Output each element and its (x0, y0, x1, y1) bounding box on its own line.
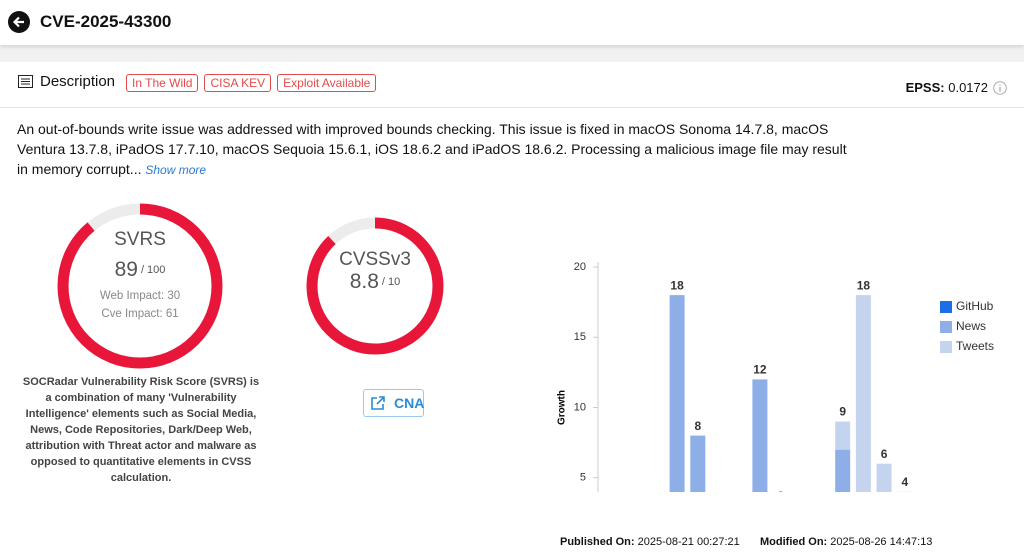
legend-swatch (940, 301, 952, 313)
svrs-note: SOCRadar Vulnerability Risk Score (SVRS)… (22, 376, 260, 484)
show-more[interactable]: Show more (145, 163, 207, 177)
modified: Modified On: 2025-08-26 14:47:13 (760, 536, 932, 548)
y-tick-label: 10 (574, 401, 586, 413)
description-title: Description (40, 73, 116, 90)
bar-total-label: 8 (694, 419, 701, 433)
external-link-icon (371, 396, 385, 410)
bar-total-label: 6 (881, 447, 888, 461)
cna-button[interactable]: CNA (363, 389, 424, 417)
gauge-detail: Cve Impact: 61 (101, 308, 178, 320)
bar-segment (669, 295, 685, 492)
description-text: An out-of-bounds write issue was address… (17, 119, 847, 180)
description-body: An out-of-bounds write issue was address… (17, 121, 847, 177)
bar-segment (835, 421, 851, 450)
bar-segment (876, 463, 892, 492)
gauge-detail: Web Impact: 30 (100, 290, 180, 302)
badges: In The Wild CISA KEV Exploit Available (126, 74, 382, 92)
header: CVE-2025-43300 (0, 0, 1024, 45)
bar-total-label: 18 (670, 278, 684, 292)
modified-label: Modified On: (760, 536, 828, 548)
info-icon[interactable] (993, 81, 1007, 95)
bar-segment (855, 295, 871, 492)
gauge-label: SVRS (114, 229, 166, 250)
legend-label: GitHub (956, 299, 994, 313)
bar-segment (752, 379, 768, 492)
badge: Exploit Available (277, 74, 377, 92)
bar-segment (835, 449, 851, 492)
divider (0, 107, 1024, 108)
legend-label: Tweets (956, 339, 994, 353)
badge: CISA KEV (204, 74, 272, 92)
cve-title: CVE-2025-43300 (40, 12, 172, 31)
epss-value: 0.0172 (948, 80, 988, 95)
chart: Growth05101520018 Aug021821 Aug80224 Aug… (557, 261, 994, 492)
gauge-score-value: 89 (115, 258, 138, 281)
back-button[interactable] (8, 11, 30, 33)
y-tick-label: 20 (574, 261, 586, 273)
published-date: 2025-08-21 00:27:21 (637, 536, 740, 548)
gauge-label: CVSSv3 (339, 249, 411, 270)
y-axis-label: Growth (557, 390, 568, 425)
gauge-score-value: 8.8 (350, 270, 379, 293)
description-icon (18, 75, 33, 88)
gauge-score-max: / 10 (382, 276, 400, 288)
badge: In The Wild (126, 74, 199, 92)
legend-label: News (956, 319, 986, 333)
bar-total-label: 3 (777, 489, 784, 492)
card: Description In The Wild CISA KEV Exploit A… (0, 62, 1024, 556)
legend-swatch (940, 321, 952, 333)
cna-label: CNA (394, 395, 425, 411)
modified-date: 2025-08-26 14:47:13 (830, 536, 933, 548)
bar-total-label: 4 (901, 475, 908, 489)
epss-label: EPSS: (905, 80, 945, 95)
gauge-score: 89/ 100 (115, 258, 166, 281)
legend-swatch (940, 341, 952, 353)
gauge-arc (306, 217, 444, 355)
gauges: SVRS 89/ 100 Web Impact: 30 Cve Impact: 61 C… (57, 203, 444, 369)
bar-total-label: 9 (839, 405, 846, 419)
published: Published On: 2025-08-21 00:27:21 (560, 536, 740, 548)
published-label: Published On: (560, 536, 635, 548)
bar-total-label: 12 (753, 363, 767, 377)
epss: EPSS: 0.0172 (906, 80, 988, 95)
y-tick-label: 15 (574, 331, 586, 343)
y-tick-label: 5 (580, 472, 586, 484)
gauge-arc (57, 203, 223, 369)
gauge-score-max: / 100 (141, 264, 165, 276)
gauge-score: 8.8/ 10 (350, 270, 401, 293)
bar-total-label: 18 (857, 278, 871, 292)
bar-segment (690, 435, 706, 492)
